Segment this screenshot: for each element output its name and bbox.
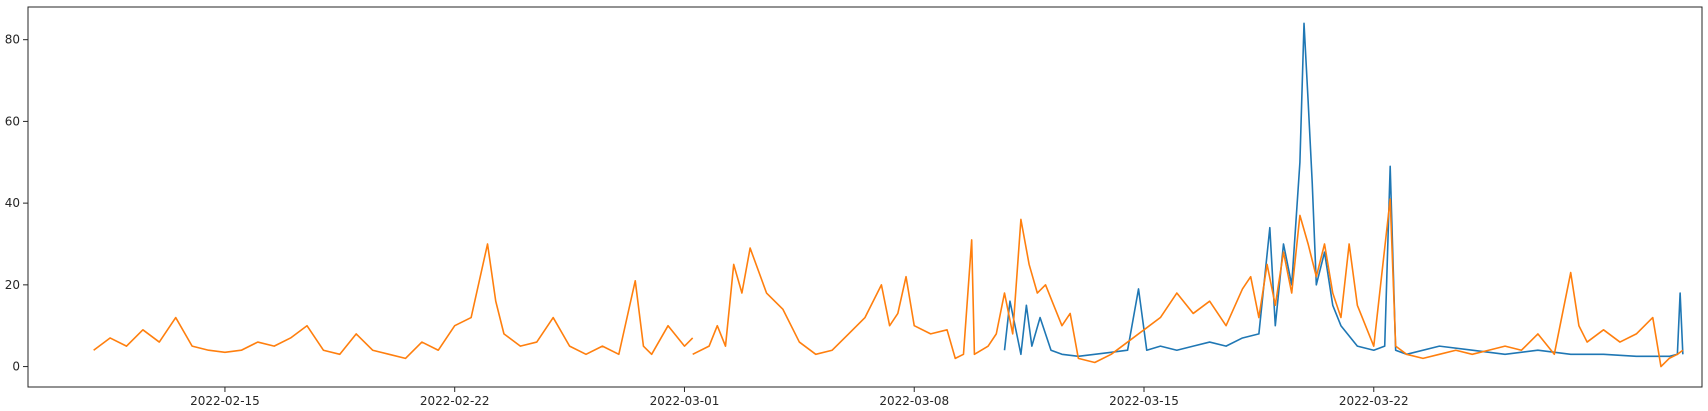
series-layer bbox=[93, 22, 1684, 368]
series-line-2 bbox=[93, 198, 1684, 368]
x-axis: 2022-02-15 2022-02-22 2022-03-01 2022-03-08… bbox=[190, 387, 1409, 408]
plot-frame bbox=[27, 6, 1703, 388]
x-tick-label: 2022-03-22 bbox=[1339, 394, 1409, 408]
x-tick-label: 2022-03-01 bbox=[650, 394, 720, 408]
series-line-1 bbox=[1003, 22, 1684, 358]
y-tick-label: 80 bbox=[5, 33, 20, 47]
y-tick-label: 40 bbox=[5, 196, 20, 210]
x-tick-label: 2022-02-15 bbox=[190, 394, 260, 408]
y-tick-label: 60 bbox=[5, 114, 20, 128]
y-tick-label: 0 bbox=[12, 360, 20, 374]
x-tick-label: 2022-03-15 bbox=[1109, 394, 1179, 408]
x-tick-label: 2022-03-08 bbox=[879, 394, 949, 408]
y-tick-label: 20 bbox=[5, 278, 20, 292]
y-axis: 0 20 40 60 80 bbox=[5, 33, 28, 374]
x-tick-label: 2022-02-22 bbox=[420, 394, 490, 408]
